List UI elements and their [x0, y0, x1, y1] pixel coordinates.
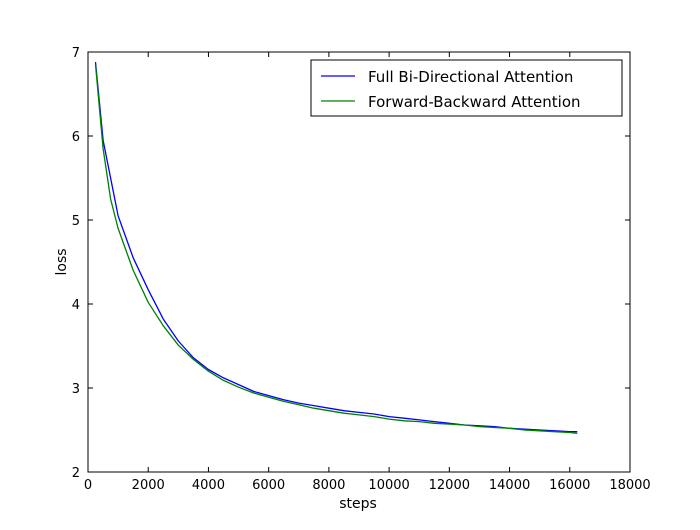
series-line-2 — [94, 64, 578, 435]
x-tick-label: 6000 — [252, 478, 285, 493]
x-tick-label: 14000 — [489, 478, 530, 493]
y-tick-label: 2 — [72, 466, 80, 481]
y-tick-label: 7 — [72, 46, 80, 61]
x-tick-label: 4000 — [192, 478, 225, 493]
x-tick-label: 0 — [84, 478, 92, 493]
legend-label-1: Full Bi-Directional Attention — [368, 68, 573, 86]
x-tick-label: 8000 — [312, 478, 345, 493]
y-tick-label: 4 — [72, 298, 80, 313]
y-tick-label: 6 — [72, 130, 80, 145]
series-line-1 — [94, 62, 578, 433]
legend-label-2: Forward-Backward Attention — [368, 93, 581, 111]
x-tick-label: 16000 — [549, 478, 590, 493]
axis-labels: steps loss — [54, 248, 377, 512]
x-tick-label: 12000 — [429, 478, 470, 493]
x-tick-label: 18000 — [609, 478, 650, 493]
legend-box — [310, 59, 623, 117]
x-tick-label: 2000 — [132, 478, 165, 493]
y-tick-label: 5 — [72, 214, 80, 229]
plot-marks — [94, 62, 578, 435]
plot-axes: 0 2000 4000 6000 8000 10000 12000 14000 16000 180… — [72, 46, 651, 493]
y-tick-label: 3 — [72, 382, 80, 397]
x-tick-label: 10000 — [368, 478, 409, 493]
plot-frame — [87, 51, 631, 473]
legend: Full Bi-Directional Attention Forward-Bac… — [310, 59, 623, 117]
x-axis-label: steps — [339, 496, 377, 512]
y-axis-label: loss — [54, 248, 70, 275]
